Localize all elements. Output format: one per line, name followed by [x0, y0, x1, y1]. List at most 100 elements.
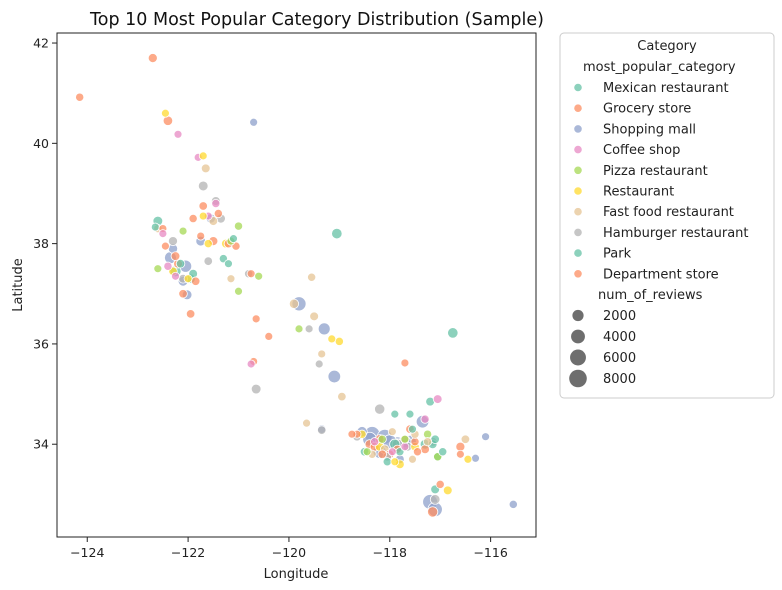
data-point	[147, 53, 158, 64]
data-point	[430, 434, 440, 444]
legend-marker	[573, 227, 583, 237]
data-point	[153, 264, 163, 274]
data-point	[314, 359, 324, 369]
data-point	[410, 437, 420, 447]
data-point	[382, 457, 392, 467]
chart-title: Top 10 Most Popular Category Distributio…	[89, 10, 544, 30]
data-point	[226, 274, 236, 284]
data-point	[197, 180, 209, 192]
data-point	[178, 289, 188, 299]
data-point	[508, 499, 518, 509]
legend-marker	[573, 82, 583, 93]
data-point	[185, 309, 196, 319]
data-point	[463, 454, 473, 464]
data-point	[408, 424, 417, 434]
x-tick-label: −118	[373, 545, 407, 560]
x-tick-label: −124	[70, 545, 104, 560]
data-point	[158, 229, 168, 239]
data-point	[288, 298, 300, 309]
data-point	[423, 429, 433, 439]
legend-size-label: 4000	[603, 330, 636, 345]
data-point	[432, 394, 443, 404]
legend-size-marker	[570, 349, 586, 366]
data-point	[254, 271, 264, 281]
data-point	[161, 108, 170, 118]
data-point	[302, 418, 311, 428]
data-point	[250, 383, 262, 395]
x-tick-label: −120	[272, 545, 306, 560]
data-point	[246, 359, 256, 369]
legend-label: Pizza restaurant	[603, 164, 708, 179]
y-tick-label: 40	[33, 136, 49, 151]
data-point	[400, 442, 410, 452]
data-point	[435, 479, 445, 489]
y-tick-label: 36	[33, 336, 49, 351]
legend-label: Restaurant	[603, 185, 674, 200]
data-point	[163, 261, 173, 271]
data-point	[190, 276, 201, 286]
legend-items: most_popular_category Mexican restaurant G…	[569, 60, 749, 388]
data-point	[423, 437, 433, 447]
axis-ticks: −124 −122 −120 −118 −116 34 36 38 40 42	[33, 36, 508, 560]
legend-size-label: 6000	[603, 351, 636, 366]
data-point	[161, 241, 170, 251]
data-point	[405, 409, 415, 419]
legend-title: Category	[637, 39, 697, 54]
legend-label: Coffee shop	[603, 143, 680, 158]
data-point	[171, 271, 180, 281]
data-point	[307, 272, 317, 282]
x-tick-label: −116	[473, 545, 507, 560]
data-point	[334, 336, 344, 346]
data-point	[481, 432, 490, 442]
data-point	[327, 334, 337, 344]
y-tick-label: 42	[33, 36, 49, 51]
data-point	[442, 485, 453, 496]
data-point	[471, 453, 480, 463]
legend-size-marker	[571, 329, 585, 344]
data-point	[309, 311, 319, 322]
legend-label: Shopping mall	[603, 122, 696, 137]
data-point	[377, 449, 387, 459]
legend-size-label: 2000	[603, 309, 636, 324]
data-point	[387, 427, 397, 437]
legend-hue-title: most_popular_category	[583, 60, 736, 75]
data-point	[198, 201, 208, 211]
x-axis-label: Longitude	[264, 567, 329, 582]
data-point	[420, 414, 430, 424]
data-point	[233, 221, 244, 231]
x-tick-label: −122	[171, 545, 205, 560]
data-point	[203, 239, 213, 249]
data-point	[412, 447, 423, 457]
y-tick-label: 38	[33, 236, 49, 251]
data-point	[317, 322, 331, 336]
data-point	[317, 349, 327, 359]
data-point	[460, 434, 471, 444]
data-point	[234, 286, 243, 296]
legend: Category most_popular_category Mexican re…	[559, 32, 775, 399]
data-point	[175, 258, 186, 269]
legend-marker	[573, 103, 583, 113]
data-point	[304, 324, 314, 334]
data-point	[400, 358, 410, 368]
y-tick-label: 34	[33, 437, 49, 452]
data-point	[198, 211, 208, 221]
data-point	[438, 447, 448, 457]
data-point	[178, 226, 188, 236]
data-point	[370, 437, 380, 447]
data-point	[331, 227, 343, 240]
legend-marker	[573, 269, 583, 279]
legend-size-marker	[572, 309, 584, 322]
data-point	[211, 198, 221, 209]
data-point	[337, 391, 347, 402]
data-point	[455, 449, 465, 459]
points-layer	[75, 53, 518, 518]
data-point	[427, 506, 439, 518]
data-point	[150, 222, 160, 232]
legend-marker	[573, 186, 583, 196]
legend-marker	[573, 207, 583, 217]
legend-marker	[573, 165, 583, 175]
data-point	[246, 269, 256, 279]
data-point	[390, 457, 400, 467]
legend-label: Department store	[603, 267, 719, 282]
